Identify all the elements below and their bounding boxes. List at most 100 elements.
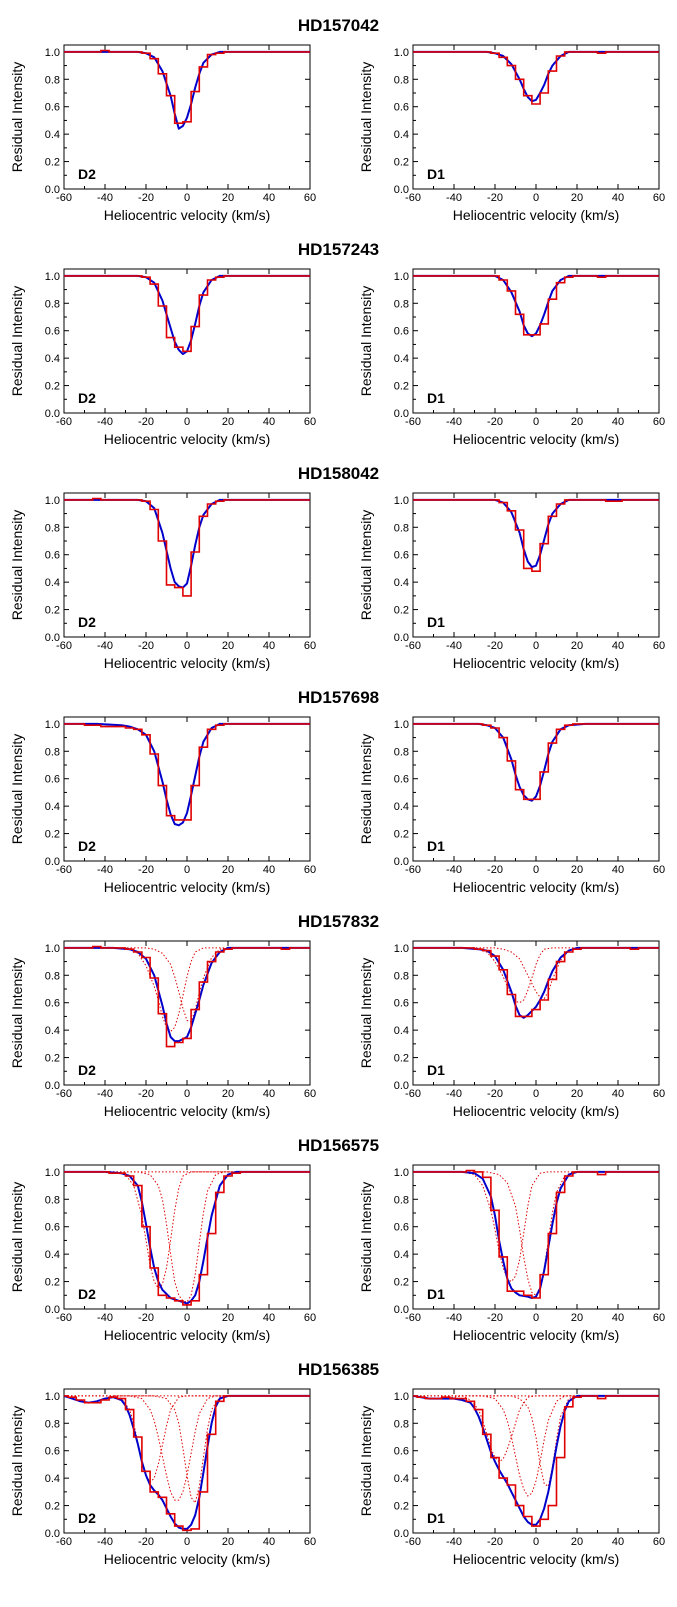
x-tick-label: -60 bbox=[56, 416, 72, 428]
x-tick-label: -20 bbox=[138, 416, 154, 428]
axes-frame bbox=[412, 268, 660, 414]
x-axis-label: Heliocentric velocity (km/s) bbox=[453, 1327, 619, 1343]
y-tick-label: 0.6 bbox=[394, 1222, 409, 1234]
y-tick-label: 0.0 bbox=[394, 1528, 409, 1540]
x-axis-label: Heliocentric velocity (km/s) bbox=[453, 879, 619, 895]
x-tick-label: -40 bbox=[97, 192, 113, 204]
plot-area bbox=[64, 945, 310, 1048]
x-tick-label: 60 bbox=[304, 192, 316, 204]
panel-d2: -60 -40 -20 0 20 40 60 0.0 0.2 0.4 0.6 0.8 1.0 Helioc… bbox=[9, 268, 316, 447]
fit-profile bbox=[64, 946, 310, 1043]
x-tick-label: 0 bbox=[533, 864, 539, 876]
x-tick-label: 60 bbox=[304, 1536, 316, 1548]
y-axis-label: Residual Intensity bbox=[9, 1406, 25, 1517]
y-tick-label: 0.8 bbox=[394, 1418, 409, 1430]
panel-d2: -60 -40 -20 0 20 40 60 0.0 0.2 0.4 0.6 0.8 1.0 Helioc… bbox=[9, 940, 316, 1119]
x-tick-label: -60 bbox=[405, 1312, 421, 1324]
plot-area bbox=[413, 50, 659, 105]
line-label: D1 bbox=[427, 166, 445, 182]
y-tick-label: 1.0 bbox=[394, 943, 409, 955]
y-tick-label: 0.0 bbox=[394, 184, 409, 196]
y-tick-label: 0.6 bbox=[394, 1446, 409, 1458]
panel-d1: -60 -40 -20 0 20 40 60 0.0 0.2 0.4 0.6 0.8 1.0 Helioc… bbox=[358, 492, 665, 671]
component-profile-1 bbox=[413, 947, 659, 1004]
axes-frame bbox=[412, 44, 660, 190]
x-tick-label: -20 bbox=[487, 1536, 503, 1548]
y-tick-label: 0.8 bbox=[394, 298, 409, 310]
y-tick-label: 0.8 bbox=[394, 522, 409, 534]
x-tick-label: 20 bbox=[571, 192, 583, 204]
x-tick-label: 60 bbox=[304, 640, 316, 652]
y-tick-label: 1.0 bbox=[394, 271, 409, 283]
x-tick-label: -20 bbox=[138, 864, 154, 876]
component-profile-4 bbox=[413, 1395, 659, 1488]
y-axis-label: Residual Intensity bbox=[9, 1182, 25, 1293]
axes-frame bbox=[63, 940, 311, 1086]
y-tick-label: 0.4 bbox=[394, 577, 409, 589]
y-axis-label: Residual Intensity bbox=[9, 286, 25, 397]
y-tick-label: 0.8 bbox=[45, 298, 60, 310]
x-tick-label: 40 bbox=[263, 864, 275, 876]
y-tick-label: 1.0 bbox=[45, 271, 60, 283]
component-profile-1 bbox=[64, 1395, 310, 1404]
fit-profile bbox=[64, 274, 310, 355]
y-tick-label: 0.6 bbox=[45, 774, 60, 786]
x-tick-label: 20 bbox=[571, 1312, 583, 1324]
x-tick-label: 20 bbox=[571, 1088, 583, 1100]
x-tick-label: -40 bbox=[446, 1536, 462, 1548]
y-tick-label: 0.2 bbox=[394, 381, 409, 393]
x-tick-label: -60 bbox=[56, 640, 72, 652]
component-profile-2 bbox=[413, 1171, 659, 1297]
x-tick-label: -60 bbox=[405, 1088, 421, 1100]
y-tick-label: 0.0 bbox=[394, 408, 409, 420]
component-profile-2 bbox=[64, 1395, 310, 1484]
y-tick-label: 0.8 bbox=[394, 74, 409, 86]
x-tick-label: 60 bbox=[653, 864, 665, 876]
y-axis-label: Residual Intensity bbox=[358, 958, 374, 1069]
x-tick-label: -40 bbox=[446, 192, 462, 204]
x-axis-label: Heliocentric velocity (km/s) bbox=[104, 1327, 270, 1343]
y-tick-label: 0.8 bbox=[45, 74, 60, 86]
plot-area bbox=[64, 49, 310, 130]
observed-spectrum bbox=[413, 947, 659, 1018]
y-tick-label: 0.4 bbox=[45, 1025, 60, 1037]
x-tick-label: 60 bbox=[653, 1312, 665, 1324]
y-axis-label: Residual Intensity bbox=[9, 734, 25, 845]
x-tick-label: 20 bbox=[222, 1312, 234, 1324]
x-tick-label: 0 bbox=[533, 1088, 539, 1100]
y-tick-label: 1.0 bbox=[45, 1391, 60, 1403]
x-axis-label: Heliocentric velocity (km/s) bbox=[104, 431, 270, 447]
y-tick-label: 0.2 bbox=[394, 605, 409, 617]
star-row-hd157042: HD157042 -60 -40 -20 0 20 40 60 0.0 0.2 0.4 0.6 0.8 1… bbox=[9, 16, 665, 223]
x-tick-label: 0 bbox=[533, 192, 539, 204]
x-tick-label: 40 bbox=[612, 1536, 624, 1548]
x-axis-label: Heliocentric velocity (km/s) bbox=[453, 207, 619, 223]
x-tick-label: 20 bbox=[222, 640, 234, 652]
x-tick-label: 60 bbox=[653, 416, 665, 428]
line-label: D2 bbox=[78, 1062, 96, 1078]
x-tick-label: -60 bbox=[405, 192, 421, 204]
x-tick-label: 60 bbox=[653, 1536, 665, 1548]
plot-area bbox=[64, 274, 310, 355]
star-row-hd157832: HD157832 -60 -40 -20 0 20 40 60 0.0 0.2 0.4 0.6 0.8 1… bbox=[9, 912, 665, 1119]
x-tick-label: -20 bbox=[487, 416, 503, 428]
plot-area bbox=[64, 497, 310, 597]
x-tick-label: -20 bbox=[138, 1312, 154, 1324]
star-title: HD157042 bbox=[298, 16, 379, 35]
x-axis-label: Heliocentric velocity (km/s) bbox=[104, 655, 270, 671]
y-tick-label: 0.4 bbox=[45, 1473, 60, 1485]
observed-spectrum bbox=[64, 723, 310, 821]
star-row-hd157698: HD157698 -60 -40 -20 0 20 40 60 0.0 0.2 0.4 0.6 0.8 1… bbox=[9, 688, 665, 895]
x-tick-label: 60 bbox=[653, 640, 665, 652]
plot-area bbox=[413, 1394, 659, 1527]
x-tick-label: 40 bbox=[263, 416, 275, 428]
x-tick-label: 20 bbox=[571, 864, 583, 876]
y-tick-label: 0.8 bbox=[394, 1194, 409, 1206]
x-tick-label: -40 bbox=[97, 864, 113, 876]
y-tick-label: 0.4 bbox=[45, 577, 60, 589]
y-axis-label: Residual Intensity bbox=[9, 510, 25, 621]
y-tick-label: 0.2 bbox=[45, 829, 60, 841]
x-tick-label: 20 bbox=[222, 1088, 234, 1100]
y-tick-label: 0.2 bbox=[45, 1277, 60, 1289]
y-axis-label: Residual Intensity bbox=[358, 286, 374, 397]
